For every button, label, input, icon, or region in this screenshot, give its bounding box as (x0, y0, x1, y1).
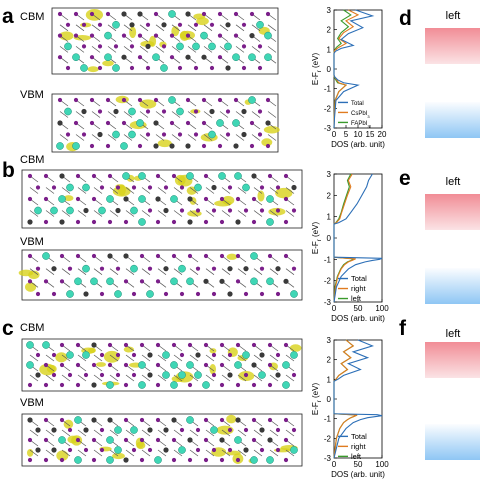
x-tick-label: 100 (375, 304, 389, 313)
y-axis-label: E-Fr (eV) (311, 222, 323, 255)
dos-series-line (333, 339, 383, 459)
y-tick-label: 3 (327, 6, 332, 15)
x-tick-label: 0 (332, 304, 337, 313)
legend-entry: FAPbI3 (351, 121, 370, 129)
cbm-band-bar-e (425, 194, 480, 230)
x-tick-label: 0 (332, 460, 337, 469)
legend-entry: Total (351, 101, 364, 107)
panel-letter-e: e (399, 167, 411, 190)
y-tick-label: -1 (324, 255, 332, 264)
legend-entry: right (351, 442, 367, 451)
legend-entry: Total (351, 432, 367, 441)
y-tick-label: -2 (324, 434, 332, 443)
panel-letter-b: b (2, 159, 15, 182)
y-axis-label: E-Fr (eV) (311, 383, 323, 416)
structure-b-vbm (18, 249, 303, 301)
cbm-band-bar-f (425, 342, 480, 378)
cbm-label-a: CBM (20, 11, 45, 23)
y-tick-label: -3 (324, 454, 332, 463)
y-tick-label: 0 (327, 395, 332, 404)
vbm-label-c: VBM (20, 397, 44, 409)
cbm-label-b: CBM (20, 154, 45, 166)
panel-letter-f: f (399, 317, 406, 340)
y-tick-label: -1 (324, 415, 332, 424)
x-axis-label: DOS (arb. unit) (331, 314, 385, 323)
y-tick-label: -3 (324, 124, 332, 133)
band-label-f: left (445, 328, 461, 340)
y-tick-label: -3 (324, 298, 332, 307)
panel-letter-c: c (2, 317, 14, 340)
y-tick-label: 1 (327, 375, 332, 384)
legend-entry: CsPbI3 (351, 111, 370, 119)
legend-entry: right (351, 284, 367, 293)
vbm-band-bar-f (425, 424, 480, 460)
y-axis-label: E-Fr (eV) (311, 53, 323, 86)
panel-letter-d: d (399, 7, 412, 30)
structure-c-vbm (21, 413, 303, 467)
legend-entry: left (351, 452, 362, 461)
dos-series-line (333, 9, 375, 129)
structure-c-cbm (21, 338, 303, 392)
y-tick-label: -2 (324, 277, 332, 286)
band-label-e: left (445, 176, 461, 188)
y-tick-label: 3 (327, 170, 332, 179)
x-tick-label: 0 (332, 130, 337, 139)
vbm-label-b: VBM (20, 236, 44, 248)
structure-a-vbm (51, 93, 280, 153)
y-tick-label: -2 (324, 104, 332, 113)
vbm-band-bar-e (425, 268, 480, 304)
y-tick-label: 0 (327, 234, 332, 243)
band-label-d: left (445, 10, 461, 22)
y-tick-label: 3 (327, 336, 332, 345)
panel-letter-a: a (2, 5, 14, 28)
x-tick-label: 50 (354, 304, 363, 313)
x-tick-label: 15 (366, 130, 375, 139)
dos-series-line (333, 173, 383, 303)
x-tick-label: 5 (344, 130, 349, 139)
structure-b-cbm (21, 169, 303, 229)
x-axis-label: DOS (arb. unit) (331, 140, 385, 149)
x-tick-label: 50 (354, 460, 363, 469)
dos-series-line (333, 9, 360, 129)
vbm-label-a: VBM (20, 89, 44, 101)
y-tick-label: 0 (327, 65, 332, 74)
x-tick-label: 20 (378, 130, 387, 139)
y-tick-label: 2 (327, 191, 332, 200)
y-tick-label: 2 (327, 26, 332, 35)
y-tick-label: 1 (327, 45, 332, 54)
x-tick-label: 100 (375, 460, 389, 469)
y-tick-label: -1 (324, 85, 332, 94)
legend-entry: Total (351, 274, 367, 283)
y-tick-label: 1 (327, 213, 332, 222)
x-axis-label: DOS (arb. unit) (331, 470, 385, 479)
vbm-band-bar-d (425, 102, 480, 138)
cbm-label-c: CBM (20, 322, 45, 334)
legend-entry: left (351, 294, 362, 303)
y-tick-label: 2 (327, 356, 332, 365)
cbm-band-bar-d (425, 28, 480, 64)
structure-a-cbm (51, 7, 279, 75)
x-tick-label: 10 (354, 130, 363, 139)
